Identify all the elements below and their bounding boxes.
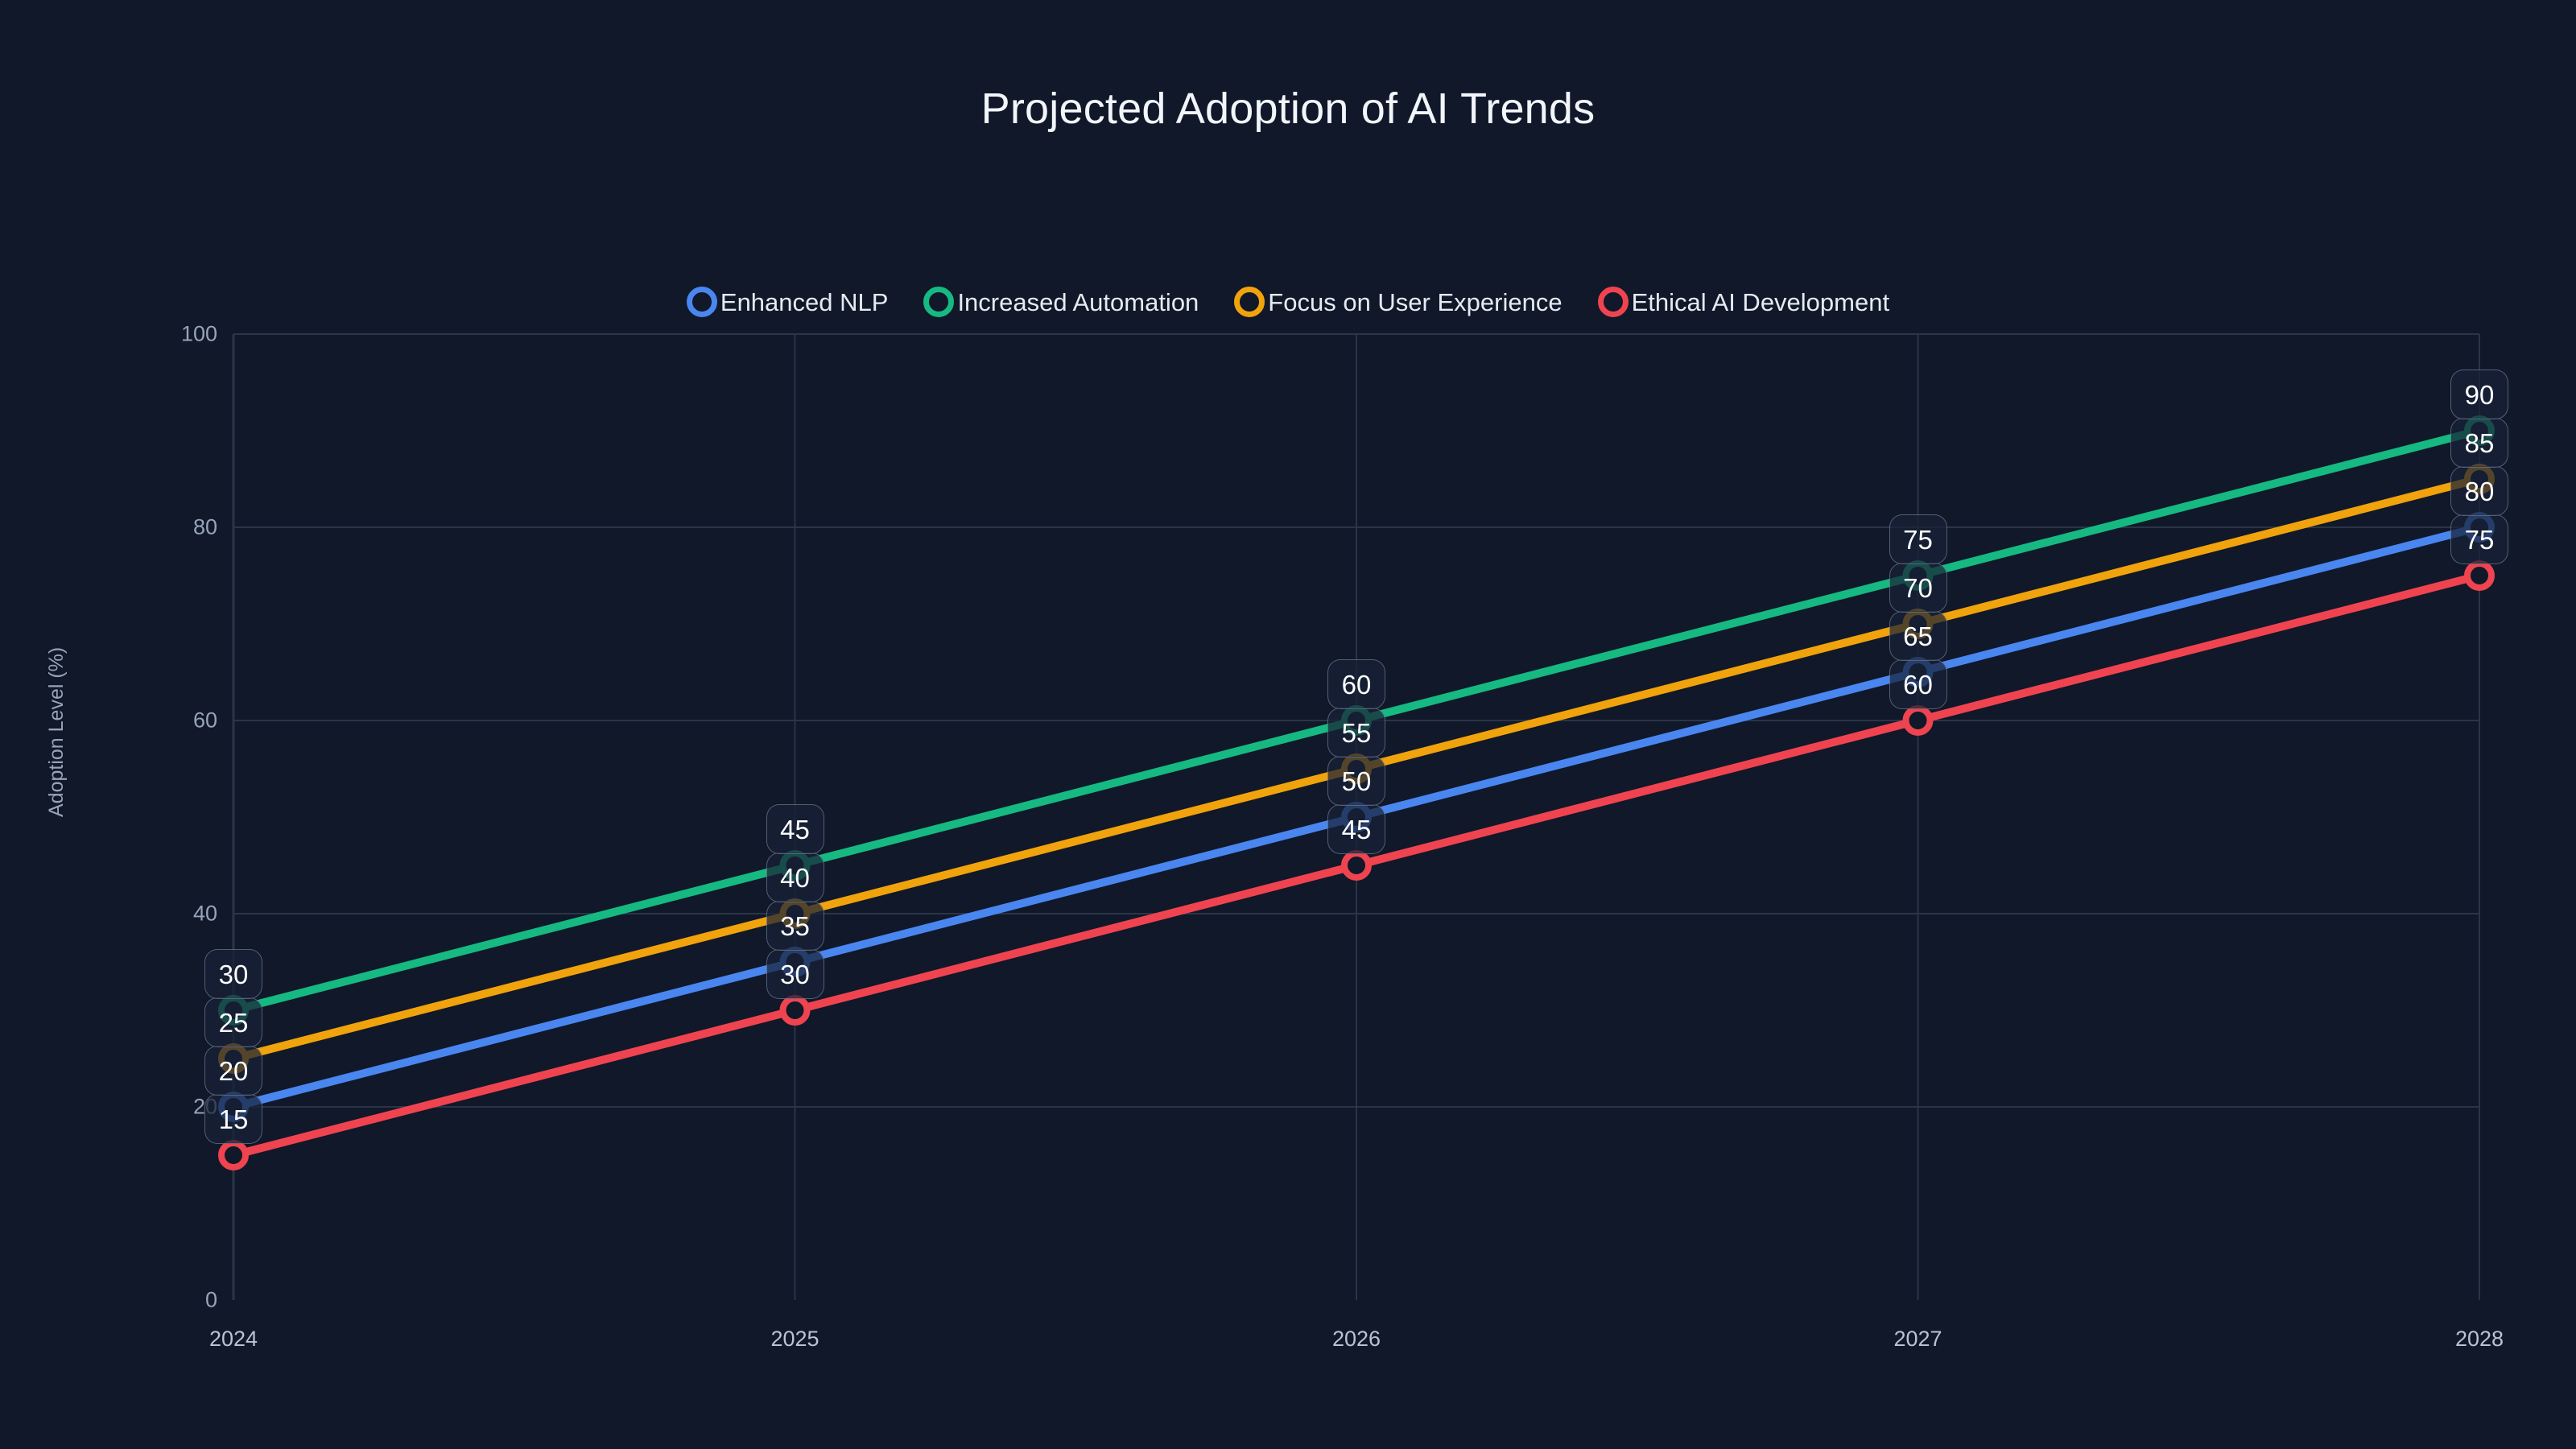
legend-item[interactable]: Ethical AI Development (1597, 287, 1890, 317)
ring-icon (686, 287, 717, 317)
data-value-label: 60 (1327, 659, 1385, 709)
data-value-label: 40 (766, 852, 824, 902)
chart-title: Projected Adoption of AI Trends (980, 85, 1596, 133)
legend-item-label: Increased Automation (957, 287, 1199, 316)
data-value-label: 45 (766, 804, 824, 854)
x-tick-label: 2026 (1331, 1327, 1381, 1351)
legend-item[interactable]: Enhanced NLP (686, 287, 889, 317)
data-value-label: 55 (1327, 708, 1385, 758)
y-tick-label: 40 (192, 901, 217, 926)
data-value-label: 50 (1327, 756, 1385, 806)
ring-icon (923, 287, 955, 317)
ring-icon (1234, 287, 1265, 317)
data-value-label: 75 (2450, 514, 2508, 564)
data-value-label: 30 (204, 949, 262, 999)
y-tick-label: 0 (204, 1287, 217, 1312)
chart-legend: Enhanced NLP Increased Automation Focus on… (0, 287, 2576, 317)
legend-item[interactable]: Focus on User Experience (1234, 287, 1563, 317)
data-value-label: 85 (2450, 418, 2508, 468)
y-tick-label: 100 (180, 321, 217, 346)
x-axis-tick-labels: 2024 2025 2026 2027 2028 (209, 1327, 2504, 1360)
data-value-label: 45 (1327, 804, 1385, 854)
x-tick-label: 2024 (208, 1327, 258, 1351)
data-value-label: 35 (766, 901, 824, 951)
legend-item[interactable]: Increased Automation (923, 287, 1199, 317)
data-value-label: 20 (204, 1046, 262, 1096)
x-tick-label: 2027 (1893, 1327, 1942, 1351)
data-value-label: 15 (204, 1094, 262, 1144)
legend-item-label: Ethical AI Development (1631, 287, 1890, 316)
ring-icon (1597, 287, 1629, 317)
data-value-label: 70 (1889, 563, 1947, 613)
data-value-label: 65 (1889, 611, 1947, 661)
data-value-label: 90 (2450, 369, 2508, 419)
legend-item-label: Enhanced NLP (720, 287, 889, 316)
data-value-labels: 30 25 20 15 45 40 35 30 60 55 50 45 75 70 65 60 90 85 80 75 (204, 334, 2508, 1300)
y-axis-title: Adoption Level (%) (45, 646, 68, 817)
data-value-label: 75 (1889, 514, 1947, 564)
data-value-label: 30 (766, 949, 824, 999)
data-value-label: 80 (2450, 466, 2508, 516)
x-tick-label: 2028 (2454, 1327, 2504, 1351)
x-tick-label: 2025 (770, 1327, 819, 1351)
y-tick-label: 60 (192, 708, 217, 733)
data-value-label: 25 (204, 997, 262, 1047)
y-tick-label: 80 (192, 514, 217, 539)
legend-item-label: Focus on User Experience (1268, 287, 1563, 316)
data-value-label: 60 (1889, 659, 1947, 709)
y-axis-tick-labels: 020406080100 (161, 323, 217, 1311)
